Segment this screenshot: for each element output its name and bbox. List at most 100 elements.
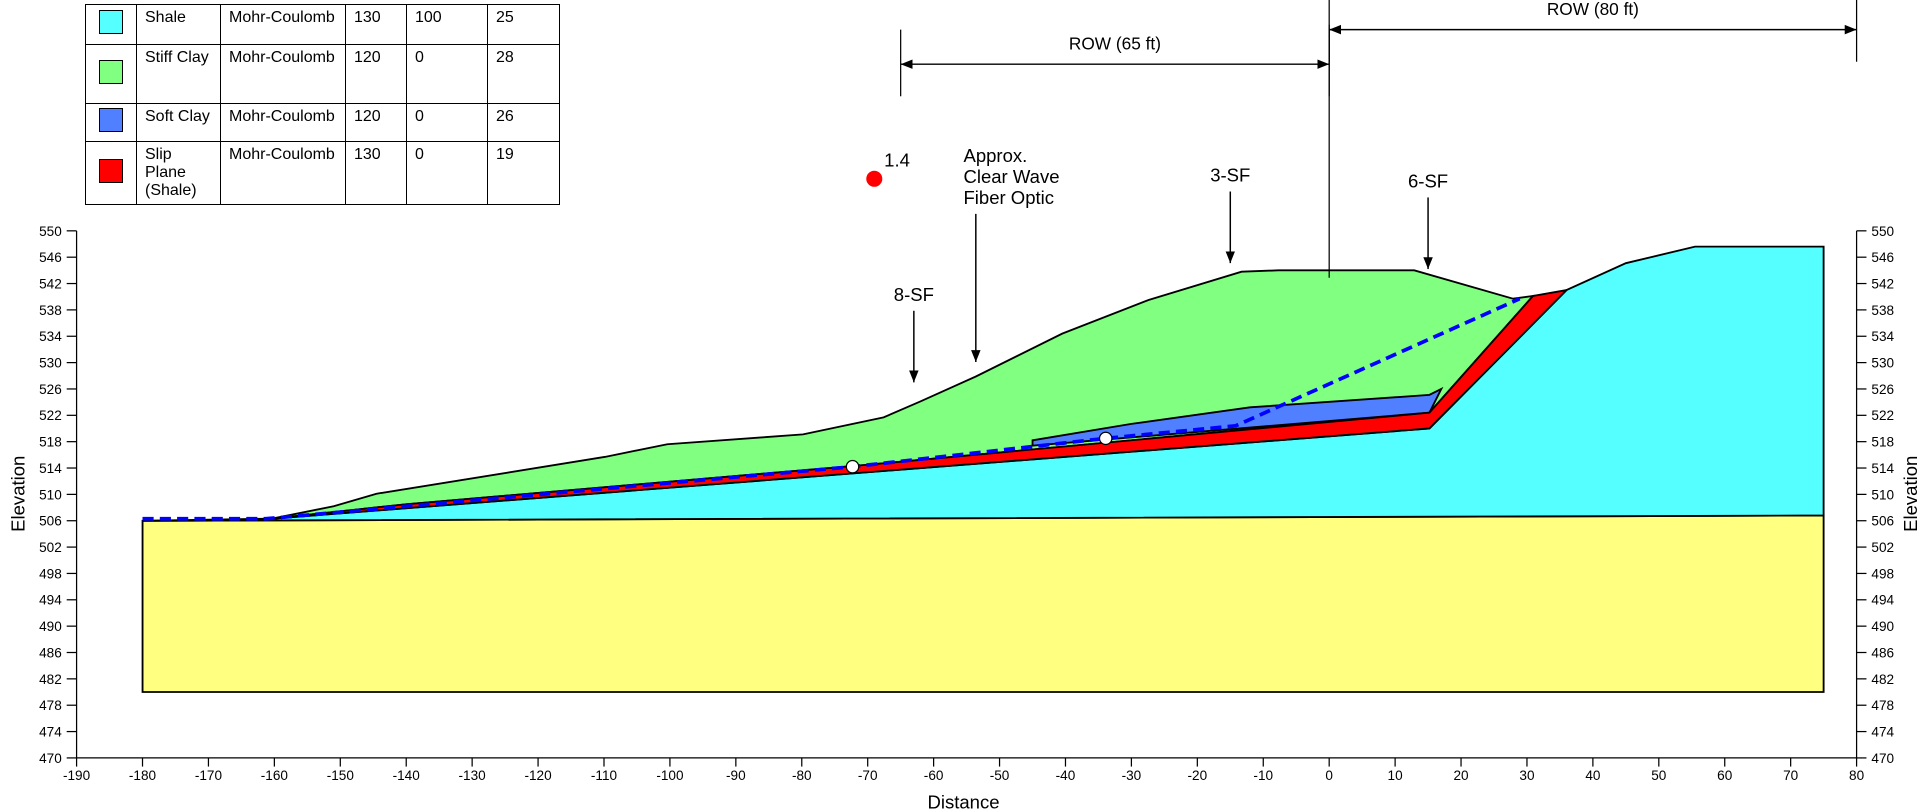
y-tick-label: 506 [39,514,62,529]
material-swatch [99,10,123,34]
material-swatch [99,108,123,132]
y-tick-label: 482 [39,672,62,687]
x-tick-label: -110 [591,768,618,783]
x-tick-label: -130 [459,768,487,783]
annotation-text: Approx. [963,145,1027,166]
y-tick-label: 474 [39,725,62,740]
x-tick-label: -190 [63,768,91,783]
x-tick-label: 40 [1585,768,1601,783]
factor-of-safety-label: 1.4 [884,149,910,170]
x-tick-label: -20 [1188,768,1208,783]
x-tick-label: 50 [1651,768,1667,783]
x-axis-label: Distance [927,792,999,811]
legend-cell-name: Stiff Clay [137,45,221,104]
y-tick-label-right: 514 [1871,461,1894,476]
y-tick-label: 470 [39,751,62,766]
y-tick-label: 510 [39,487,62,502]
legend-cell-name: Soft Clay [137,104,221,142]
legend-cell-name: Shale [137,5,221,45]
legend-cell-strength: Mohr-Coulomb [221,45,346,104]
y-tick-label: 518 [39,435,62,450]
annotation-text: 6-SF [1408,171,1448,192]
legend-cell-cohesion: 0 [407,104,488,142]
x-tick-label: -170 [195,768,223,783]
x-tick-label: 70 [1783,768,1799,783]
x-tick-label: 60 [1717,768,1733,783]
x-tick-label: -140 [393,768,421,783]
y-tick-label-right: 510 [1871,487,1894,502]
y-tick-label-right: 502 [1871,540,1894,555]
y-tick-label-right: 546 [1871,250,1894,265]
material-swatch [99,60,123,84]
material-region [143,515,1824,692]
y-tick-label-right: 518 [1871,435,1894,450]
x-tick-label: -90 [726,768,746,783]
dimension-label: ROW (80 ft) [1547,0,1639,19]
y-tick-label: 486 [39,645,62,660]
legend-cell-phi: 28 [488,45,560,104]
y-tick-label-right: 470 [1871,751,1894,766]
slice-center [1100,432,1112,444]
y-tick-label-right: 486 [1871,645,1894,660]
legend-cell-cohesion: 0 [407,142,488,205]
x-tick-label: 80 [1849,768,1865,783]
x-tick-label: -100 [656,768,684,783]
y-tick-label: 538 [39,303,62,318]
y-tick-label-right: 538 [1871,303,1894,318]
y-tick-label: 490 [39,619,62,634]
y-tick-label-right: 498 [1871,566,1894,581]
legend-cell-unit-weight: 130 [346,142,407,205]
annotation-text: 3-SF [1210,165,1250,186]
y-tick-label-right: 522 [1871,408,1894,423]
x-tick-label: 30 [1519,768,1535,783]
x-tick-label: -120 [524,768,552,783]
y-tick-label: 494 [39,593,62,608]
y-tick-label: 542 [39,276,62,291]
y-tick-label-right: 526 [1871,382,1894,397]
legend-cell-phi: 25 [488,5,560,45]
legend-cell-strength: Mohr-Coulomb [221,142,346,205]
legend-cell-cohesion: 100 [407,5,488,45]
y-tick-label-right: 530 [1871,356,1894,371]
y-axis-label: Elevation [8,456,29,532]
y-axis-label-right: Elevation [1900,456,1921,532]
y-tick-label: 526 [39,382,62,397]
x-tick-label: 0 [1325,768,1333,783]
annotation-text: Fiber Optic [963,187,1054,208]
legend-cell-unit-weight: 120 [346,45,407,104]
y-tick-label: 502 [39,540,62,555]
x-tick-label: -80 [792,768,812,783]
swatch-cell [86,5,137,45]
annotation-text: 8-SF [894,284,934,305]
y-tick-label: 534 [39,329,62,344]
legend-cell-cohesion: 0 [407,45,488,104]
swatch-cell [86,142,137,205]
y-tick-label: 550 [39,224,62,239]
y-tick-label: 478 [39,698,62,713]
x-tick-label: -40 [1056,768,1076,783]
y-tick-label: 498 [39,566,62,581]
x-tick-label: -70 [858,768,878,783]
y-tick-label-right: 534 [1871,329,1894,344]
y-tick-label: 546 [39,250,62,265]
y-tick-label-right: 550 [1871,224,1894,239]
swatch-cell [86,45,137,104]
x-tick-label: -50 [990,768,1010,783]
x-tick-label: -10 [1253,768,1273,783]
legend-cell-strength: Mohr-Coulomb [221,104,346,142]
legend-cell-name: Slip Plane (Shale) [137,142,221,205]
x-tick-label: -150 [327,768,355,783]
legend-cell-unit-weight: 120 [346,104,407,142]
page: 1.4-190-180-170-160-150-140-130-120-110-… [0,0,1927,811]
critical-center [866,171,882,187]
legend-cell-unit-weight: 130 [346,5,407,45]
y-tick-label: 514 [39,461,62,476]
y-tick-label-right: 478 [1871,698,1894,713]
swatch-cell [86,104,137,142]
y-tick-label: 530 [39,356,62,371]
